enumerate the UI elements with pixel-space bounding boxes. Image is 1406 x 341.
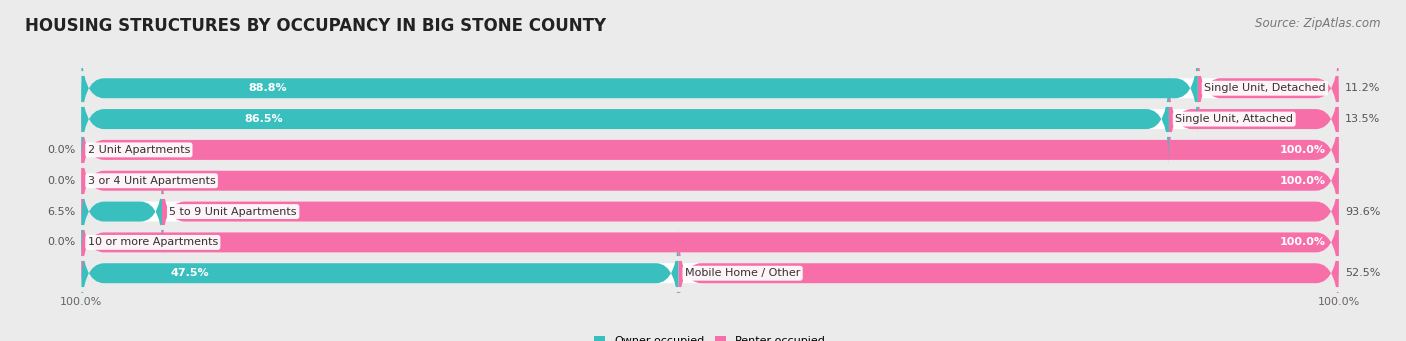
- Text: HOUSING STRUCTURES BY OCCUPANCY IN BIG STONE COUNTY: HOUSING STRUCTURES BY OCCUPANCY IN BIG S…: [25, 17, 606, 35]
- Text: Single Unit, Attached: Single Unit, Attached: [1175, 114, 1294, 124]
- Text: 0.0%: 0.0%: [46, 237, 75, 247]
- FancyBboxPatch shape: [82, 43, 1198, 134]
- Text: 100.0%: 100.0%: [1279, 237, 1326, 247]
- FancyBboxPatch shape: [82, 135, 1339, 226]
- FancyBboxPatch shape: [82, 43, 1339, 134]
- Text: 2 Unit Apartments: 2 Unit Apartments: [87, 145, 190, 155]
- Text: 88.8%: 88.8%: [249, 83, 287, 93]
- Text: 6.5%: 6.5%: [46, 207, 75, 217]
- Text: 5 to 9 Unit Apartments: 5 to 9 Unit Apartments: [169, 207, 297, 217]
- FancyBboxPatch shape: [1198, 43, 1339, 134]
- FancyBboxPatch shape: [162, 166, 1339, 257]
- Text: 11.2%: 11.2%: [1346, 83, 1381, 93]
- Text: 100.0%: 100.0%: [1279, 145, 1326, 155]
- FancyBboxPatch shape: [82, 104, 1339, 195]
- Text: 13.5%: 13.5%: [1346, 114, 1381, 124]
- Text: 47.5%: 47.5%: [172, 268, 209, 278]
- Text: 10 or more Apartments: 10 or more Apartments: [87, 237, 218, 247]
- FancyBboxPatch shape: [82, 228, 1339, 319]
- FancyBboxPatch shape: [82, 74, 1168, 165]
- FancyBboxPatch shape: [679, 228, 1339, 319]
- FancyBboxPatch shape: [82, 197, 1339, 288]
- Text: 100.0%: 100.0%: [1279, 176, 1326, 186]
- FancyBboxPatch shape: [82, 74, 1339, 165]
- Text: Mobile Home / Other: Mobile Home / Other: [685, 268, 800, 278]
- Text: Source: ZipAtlas.com: Source: ZipAtlas.com: [1256, 17, 1381, 30]
- Text: Single Unit, Detached: Single Unit, Detached: [1204, 83, 1326, 93]
- FancyBboxPatch shape: [82, 104, 1339, 195]
- FancyBboxPatch shape: [82, 228, 679, 319]
- Text: 0.0%: 0.0%: [46, 176, 75, 186]
- FancyBboxPatch shape: [82, 197, 1339, 288]
- Legend: Owner-occupied, Renter-occupied: Owner-occupied, Renter-occupied: [589, 332, 831, 341]
- Text: 3 or 4 Unit Apartments: 3 or 4 Unit Apartments: [87, 176, 215, 186]
- Text: 0.0%: 0.0%: [46, 145, 75, 155]
- FancyBboxPatch shape: [82, 135, 1339, 226]
- Text: 93.6%: 93.6%: [1346, 207, 1381, 217]
- Text: 86.5%: 86.5%: [245, 114, 283, 124]
- Text: 52.5%: 52.5%: [1346, 268, 1381, 278]
- FancyBboxPatch shape: [82, 166, 1339, 257]
- FancyBboxPatch shape: [1168, 74, 1339, 165]
- FancyBboxPatch shape: [82, 166, 163, 257]
